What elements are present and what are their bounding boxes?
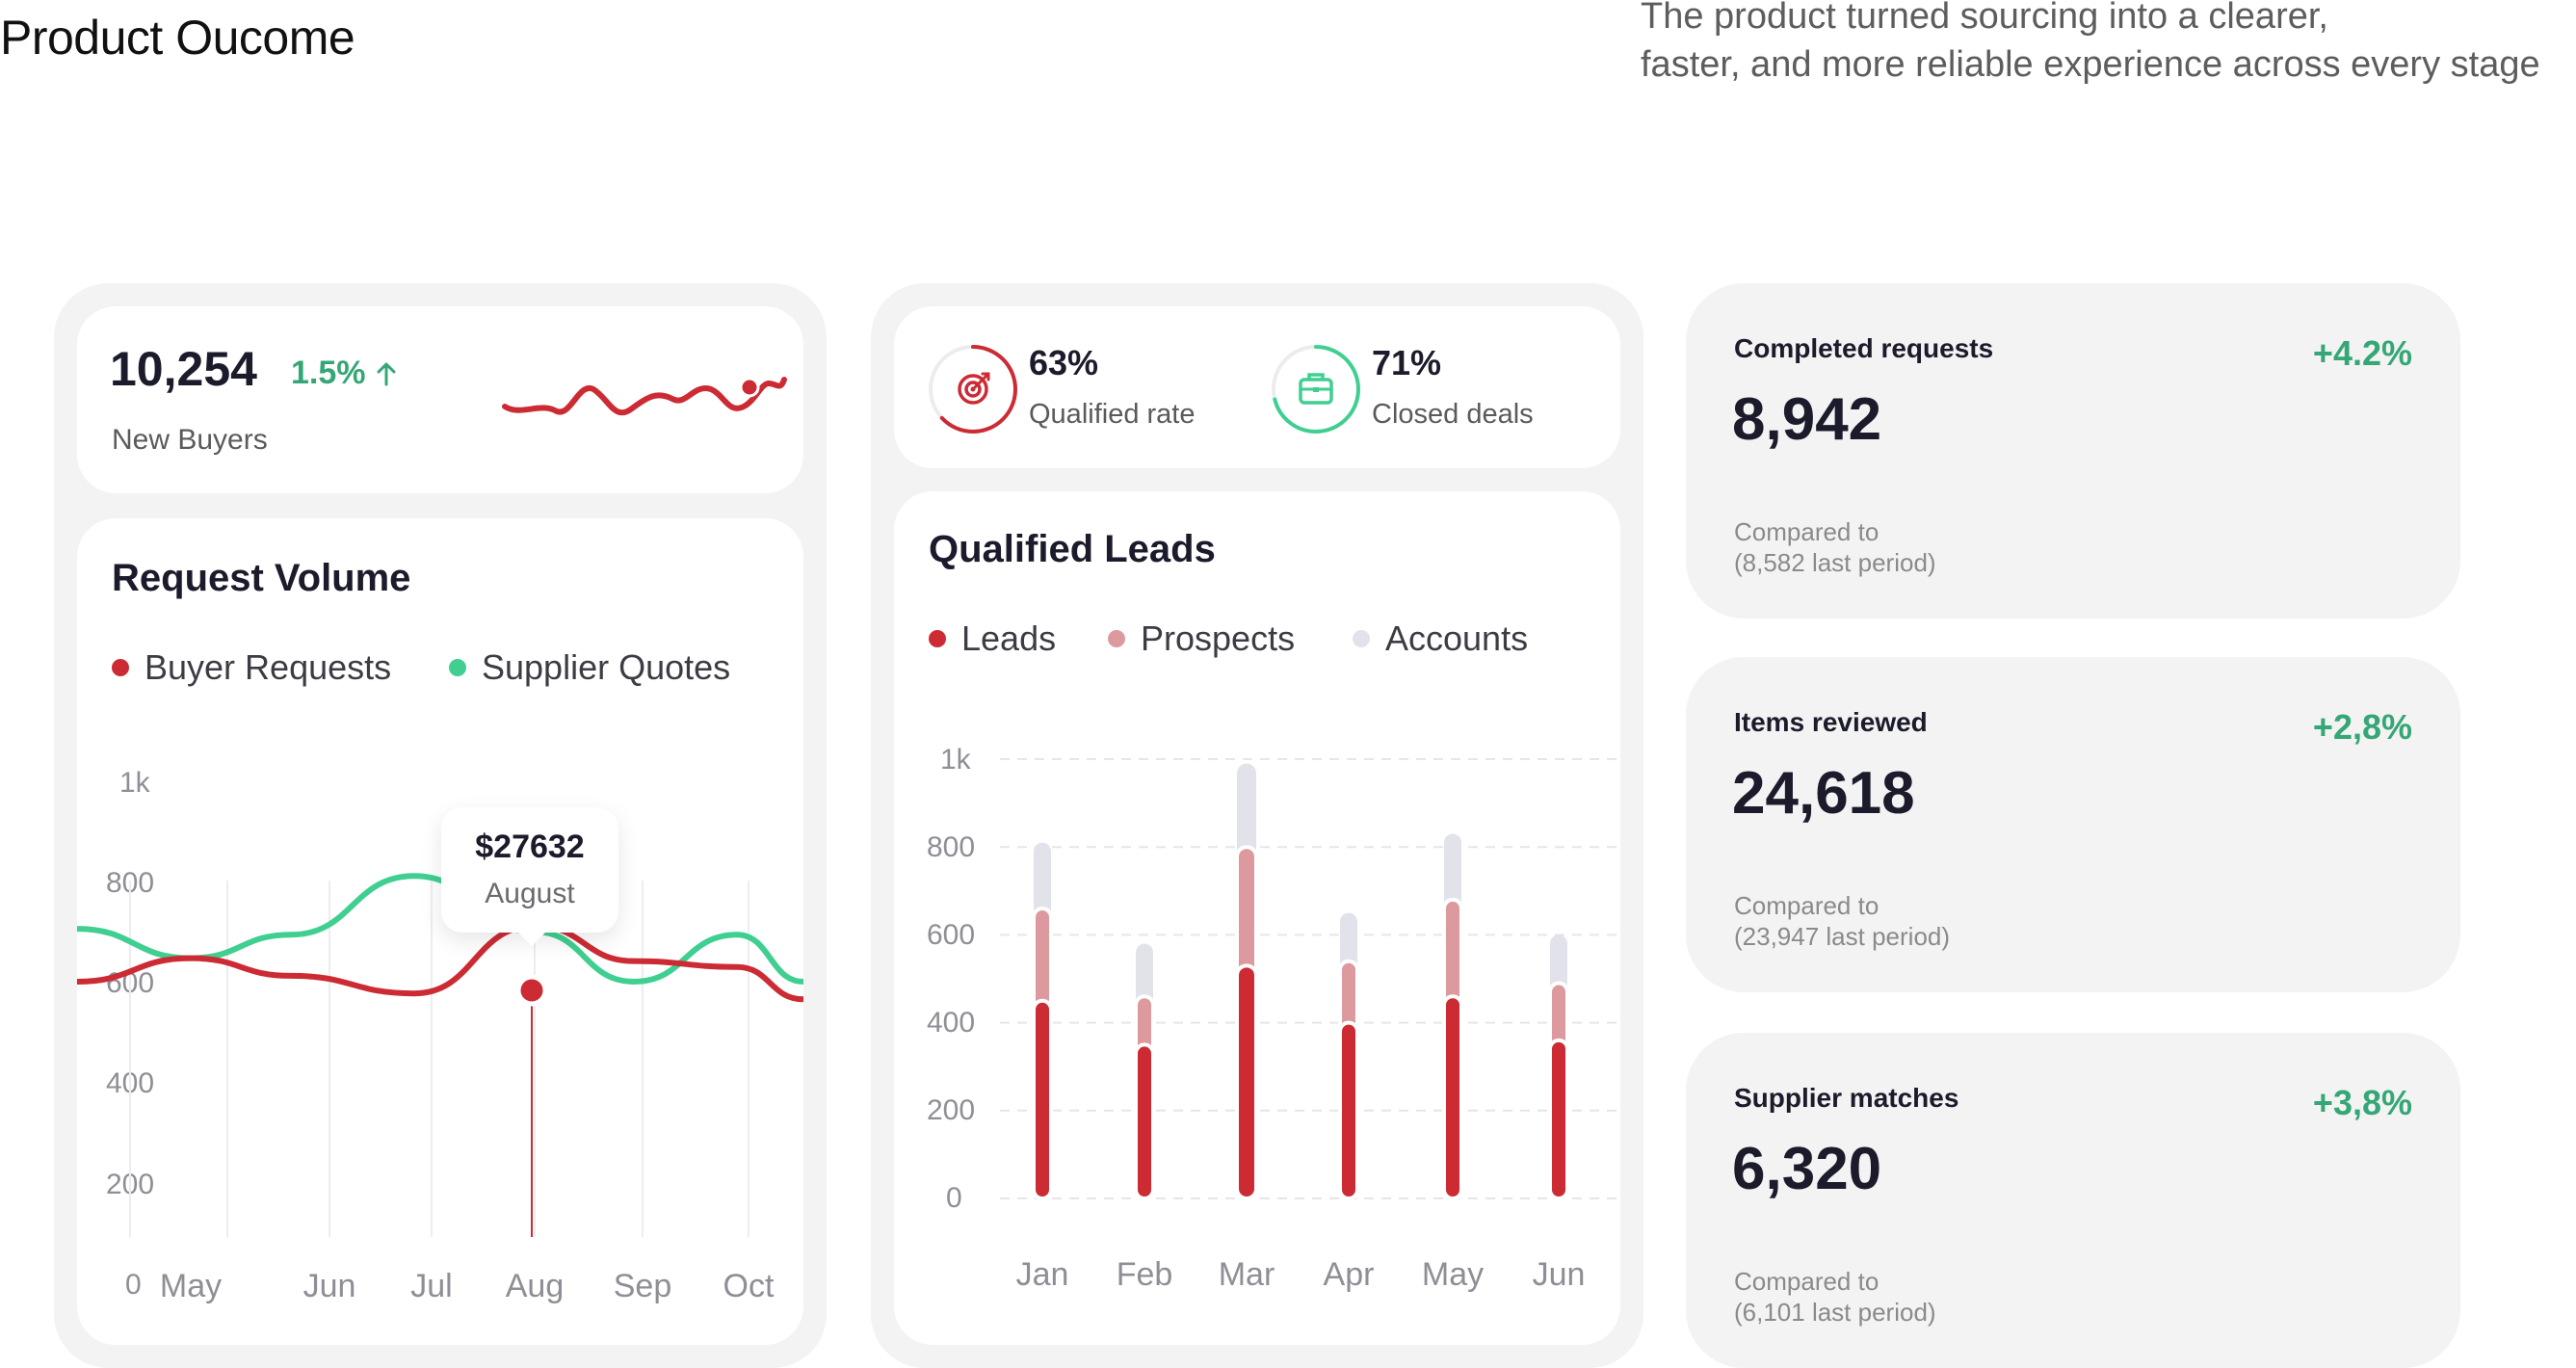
- stat-value: 8,942: [1732, 386, 1882, 453]
- stat-note-line-2: (8,582 last period): [1734, 548, 1936, 577]
- buyer-requests-line: [77, 923, 803, 1003]
- legend-dot-prospects: [1108, 630, 1125, 647]
- legend-dot-green: [449, 659, 466, 676]
- stat-card-supplier-matches[interactable]: Supplier matches +3,8% 6,320 Compared to…: [1686, 1033, 2460, 1368]
- stat-value: 6,320: [1732, 1136, 1882, 1202]
- x-tick: Jan: [1015, 1256, 1069, 1293]
- bar-leads[interactable]: [1134, 1042, 1155, 1201]
- stat-note-line-1: Compared to: [1734, 891, 1879, 920]
- legend-dot-red: [112, 659, 129, 676]
- x-tick: Oct: [723, 1268, 775, 1304]
- legend-prospects[interactable]: Prospects: [1108, 618, 1295, 659]
- sparkline-point: [739, 377, 760, 398]
- bar-leads[interactable]: [1235, 963, 1258, 1200]
- x-tick: Mar: [1218, 1256, 1275, 1293]
- legend-accounts-label: Accounts: [1385, 618, 1529, 658]
- new-buyers-card[interactable]: 10,254 1.5% New Buyers: [77, 306, 803, 493]
- qualified-rate-ring: [929, 345, 1017, 434]
- x-tick: Jun: [302, 1268, 356, 1304]
- request-volume-chart: [77, 873, 803, 1237]
- new-buyers-change-value: 1.5%: [291, 355, 366, 391]
- y-tick: 1k: [940, 744, 971, 776]
- legend-leads[interactable]: Leads: [929, 618, 1056, 659]
- stat-note: Compared to (6,101 last period): [1734, 1266, 1936, 1328]
- legend-dot-accounts: [1353, 630, 1370, 647]
- x-tick: Apr: [1323, 1256, 1375, 1293]
- y-tick: 200: [927, 1094, 976, 1126]
- qualified-rate-value: 63%: [1029, 343, 1099, 382]
- rates-card: 63% Qualified rate 71% Closed deals: [894, 306, 1620, 468]
- qualified-rate-label: Qualified rate: [1029, 399, 1196, 430]
- stat-note: Compared to (23,947 last period): [1734, 890, 1950, 952]
- stat-title: Items reviewed: [1734, 707, 1928, 737]
- request-volume-title: Request Volume: [112, 557, 411, 599]
- qualified-leads-card: Qualified Leads Leads Prospects Accounts…: [894, 491, 1620, 1345]
- y-tick: 1k: [119, 767, 150, 799]
- x-tick: May: [159, 1268, 223, 1304]
- target-icon: [958, 372, 990, 405]
- page-subtitle-line-2: faster, and more reliable experience acr…: [1641, 44, 2540, 85]
- x-tick: Feb: [1116, 1256, 1173, 1293]
- request-volume-card: Request Volume Buyer Requests Supplier Q…: [77, 518, 803, 1345]
- y-tick: 0: [946, 1182, 962, 1214]
- stat-note: Compared to (8,582 last period): [1734, 516, 1936, 578]
- qualified-leads-title: Qualified Leads: [929, 528, 1216, 570]
- bar-leads[interactable]: [1338, 1020, 1359, 1200]
- bar-leads[interactable]: [1032, 998, 1053, 1200]
- stat-change: +4.2%: [2312, 333, 2412, 373]
- legend-supplier-quotes-label: Supplier Quotes: [482, 647, 731, 687]
- new-buyers-change: 1.5%: [291, 355, 399, 392]
- stat-card-items-reviewed[interactable]: Items reviewed +2,8% 24,618 Compared to …: [1686, 657, 2460, 992]
- tooltip-value: $27632: [475, 829, 585, 865]
- new-buyers-value: 10,254: [110, 342, 257, 396]
- stat-note-line-1: Compared to: [1734, 1267, 1879, 1296]
- stat-card-completed-requests[interactable]: Completed requests +4.2% 8,942 Compared …: [1686, 283, 2460, 618]
- y-tick: 600: [927, 919, 976, 951]
- closed-deals-ring: [1272, 345, 1360, 434]
- page-subtitle-line-1: The product turned sourcing into a clear…: [1641, 0, 2328, 37]
- legend-buyer-requests[interactable]: Buyer Requests: [112, 647, 391, 688]
- stat-note-line-2: (6,101 last period): [1734, 1298, 1936, 1327]
- highlight-point: [515, 974, 548, 1007]
- legend-accounts[interactable]: Accounts: [1353, 618, 1528, 659]
- stat-title: Supplier matches: [1734, 1083, 1959, 1113]
- bar-leads[interactable]: [1442, 994, 1463, 1200]
- legend-dot-leads: [929, 630, 946, 647]
- stat-title: Completed requests: [1734, 333, 1994, 363]
- x-tick: Aug: [505, 1268, 565, 1304]
- closed-deals-value: 71%: [1372, 343, 1442, 382]
- chart-tooltip: $27632 August: [441, 807, 618, 933]
- new-buyers-sparkline: [502, 377, 787, 416]
- legend-buyer-requests-label: Buyer Requests: [145, 647, 392, 687]
- page-title: Product Oucome: [0, 11, 355, 65]
- tooltip-pointer: [516, 931, 547, 946]
- stat-value: 24,618: [1732, 760, 1915, 827]
- y-tick: 0: [125, 1269, 142, 1301]
- x-tick: Sep: [613, 1268, 672, 1304]
- closed-deals-label: Closed deals: [1372, 399, 1534, 430]
- qualified-leads-chart: [1000, 758, 1620, 1201]
- stat-note-line-2: (23,947 last period): [1734, 922, 1951, 951]
- bar-leads[interactable]: [1548, 1038, 1569, 1201]
- legend-prospects-label: Prospects: [1141, 618, 1296, 658]
- legend-leads-label: Leads: [961, 618, 1057, 658]
- new-buyers-label: New Buyers: [112, 424, 268, 456]
- stat-note-line-1: Compared to: [1734, 517, 1879, 546]
- tooltip-label: August: [485, 878, 575, 909]
- stat-change: +2,8%: [2312, 707, 2412, 747]
- legend-supplier-quotes[interactable]: Supplier Quotes: [449, 647, 742, 688]
- x-tick: Jun: [1532, 1256, 1586, 1293]
- y-tick: 400: [927, 1007, 976, 1039]
- stat-change: +3,8%: [2312, 1083, 2412, 1122]
- briefcase-icon: [1299, 373, 1333, 405]
- x-tick: Jul: [410, 1268, 453, 1304]
- x-tick: May: [1421, 1256, 1485, 1293]
- arrow-up-icon: [377, 362, 395, 385]
- page-subtitle: The product turned sourcing into a clear…: [1641, 0, 2540, 89]
- y-tick: 800: [927, 831, 976, 863]
